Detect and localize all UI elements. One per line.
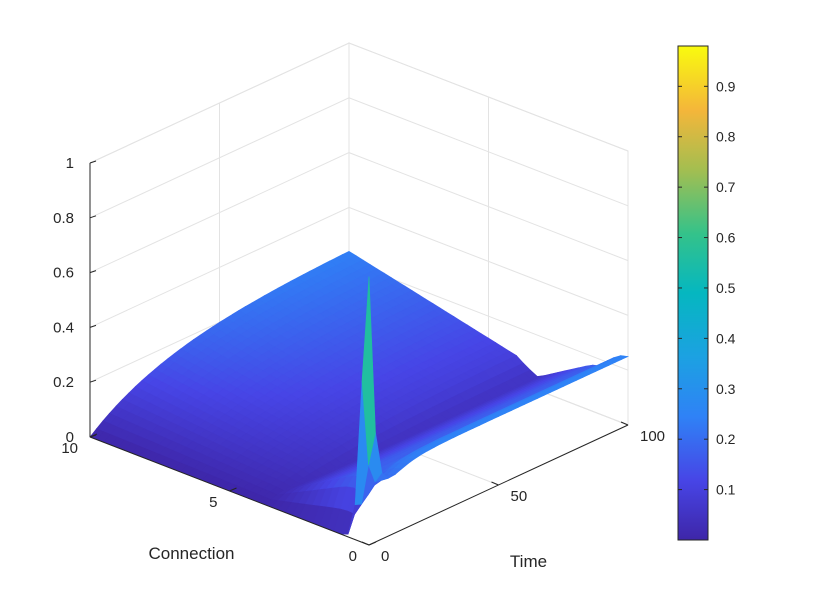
- colorbar-tick-label: 0.7: [716, 179, 736, 195]
- colorbar-tick-label: 0.2: [716, 431, 736, 447]
- z-tick-label: 1: [66, 155, 74, 172]
- colorbar: 0.1 0.2 0.3 0.4 0.5 0.6 0.7 0.8 0.9: [677, 45, 736, 541]
- connection-tick: [229, 487, 237, 492]
- time-tick-label: 100: [640, 428, 665, 445]
- z-tick-label: 0.2: [53, 374, 74, 391]
- z-gridline: [89, 152, 629, 274]
- z-tick: [89, 270, 97, 274]
- colorbar-tick-label: 0.4: [716, 330, 736, 346]
- surface-plot: [89, 250, 630, 535]
- connection-tick-label: 0: [349, 548, 357, 565]
- z-tick-label: 0.6: [53, 265, 74, 282]
- connection-tick-label: 5: [209, 494, 217, 511]
- z-tick: [89, 379, 97, 383]
- colorbar-tick-label: 0.5: [716, 280, 736, 296]
- surface-patch: [361, 276, 376, 465]
- time-tick: [620, 421, 629, 426]
- time-tick: [491, 481, 499, 486]
- time-tick-label: 50: [511, 488, 528, 505]
- colorbar-tick-label: 0.6: [716, 230, 736, 246]
- connection-tick: [368, 541, 377, 546]
- z-tick-label: 0: [66, 429, 74, 446]
- colorbar-tick-label: 0.1: [716, 482, 736, 498]
- z-gridline: [89, 97, 629, 219]
- z-tick-label: 0.4: [53, 319, 74, 336]
- connection-axis-label: Connection: [148, 544, 234, 563]
- z-tick: [89, 215, 97, 219]
- colorbar-tick-label: 0.8: [716, 129, 736, 145]
- z-tick-label: 0.8: [53, 210, 74, 227]
- z-gridline: [89, 42, 629, 164]
- connection-tick-label: 10: [61, 440, 78, 457]
- z-tick: [89, 324, 97, 328]
- colorbar-tick-label: 0.3: [716, 381, 736, 397]
- z-tick: [89, 160, 97, 164]
- time-tick-label: 0: [381, 548, 389, 565]
- colorbar-gradient: [677, 45, 709, 541]
- colorbar-tick-label: 0.9: [716, 78, 736, 94]
- time-tick: [361, 541, 370, 546]
- time-axis-label: Time: [510, 552, 547, 571]
- connection-tick: [89, 433, 98, 438]
